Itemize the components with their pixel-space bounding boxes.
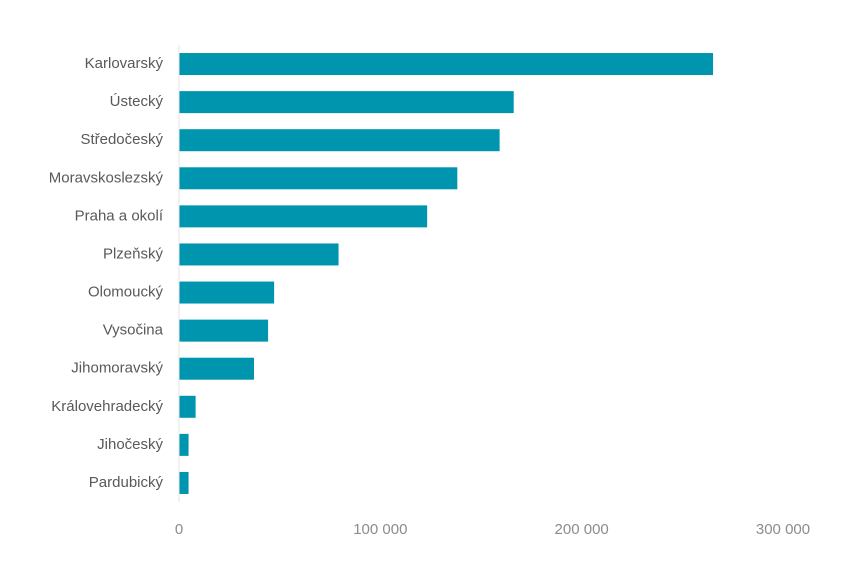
bar [179, 357, 254, 380]
bar [179, 129, 500, 152]
category-labels-group: Karlovarský Ústecký Středočeský Moravskosle… [49, 55, 164, 491]
category-label: Olomoucký [88, 284, 164, 301]
bars-group [179, 53, 714, 494]
x-tick-label: 0 [175, 521, 183, 538]
category-label: Praha a okolí [75, 207, 164, 224]
category-label: Jihomoravský [71, 360, 163, 377]
category-label: Plzeňský [103, 245, 164, 262]
bar [179, 281, 275, 304]
category-label: Karlovarský [85, 55, 164, 72]
bar [179, 471, 189, 494]
bar [179, 319, 269, 342]
bar [179, 53, 714, 76]
bar [179, 243, 339, 266]
category-label: Moravskoslezský [49, 169, 164, 186]
category-label: Ústecký [110, 93, 164, 110]
bar [179, 433, 189, 456]
category-label: Jihočeský [97, 436, 163, 453]
category-label: Středočeský [80, 131, 163, 148]
bar [179, 395, 196, 418]
x-axis-ticks-group: 0 100 000 200 000 300 000 [175, 521, 810, 538]
x-tick-label: 200 000 [555, 521, 609, 538]
category-label: Pardubický [89, 474, 164, 491]
bar [179, 91, 514, 114]
bar [179, 167, 458, 190]
x-tick-label: 300 000 [756, 521, 810, 538]
bar [179, 205, 428, 228]
category-label: Vysočina [103, 322, 164, 339]
category-label: Královehradecký [51, 398, 163, 415]
x-tick-label: 100 000 [353, 521, 407, 538]
